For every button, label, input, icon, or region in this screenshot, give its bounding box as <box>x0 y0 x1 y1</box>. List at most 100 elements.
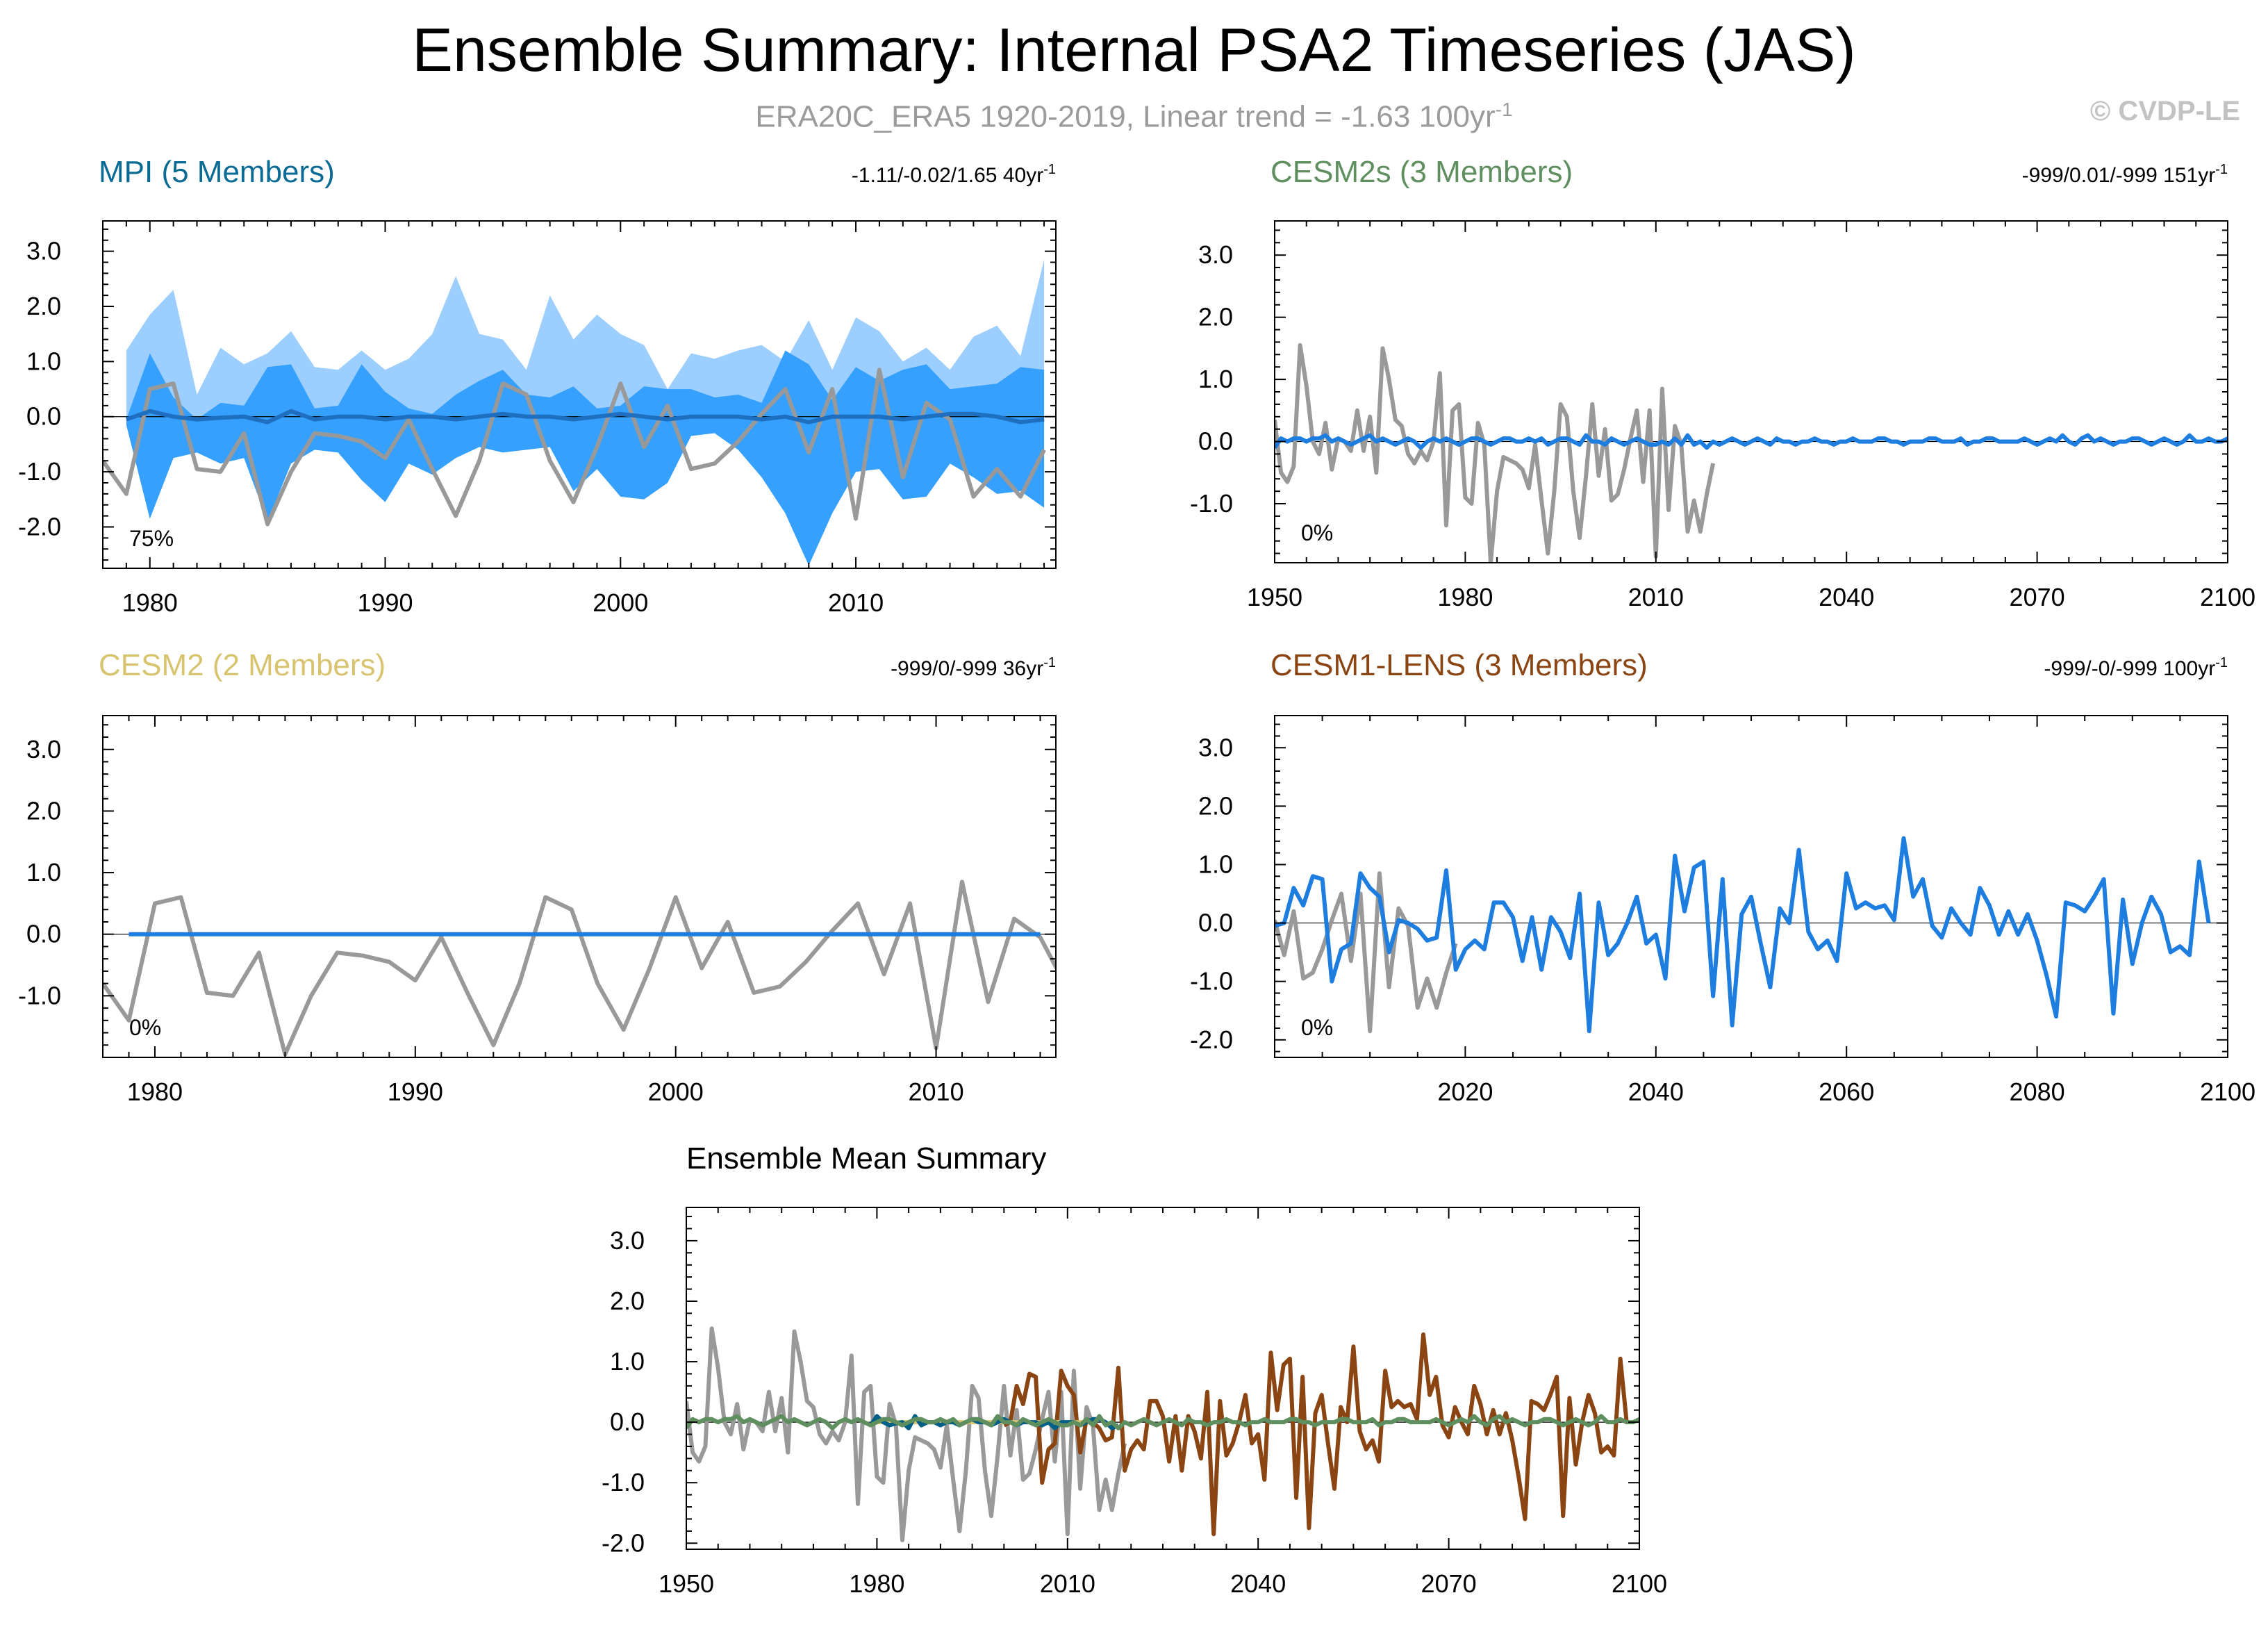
subtitle-superscript: -1 <box>1495 99 1513 120</box>
y-axis: 3.0 2.0 1.0 0.0 -1.0 -2.0 <box>18 228 1056 561</box>
y-tick-label: 1.0 <box>26 347 61 375</box>
y-tick-label: 0.0 <box>26 402 61 431</box>
chart-panel-cesm2: CESM2 (2 Members) -999/0/-999 36yr-1 1980 1… <box>18 648 1057 1106</box>
trend-label-text: -1.11/-0.02/1.65 40yr <box>852 164 1043 187</box>
x-tick-label: 2100 <box>2200 1078 2255 1106</box>
x-tick-label: 1980 <box>849 1569 904 1598</box>
series-line-observations <box>686 1326 1127 1542</box>
x-tick-label: 2070 <box>2010 583 2065 611</box>
series-line-ensemble-mean <box>1275 433 2228 450</box>
x-tick-label: 1950 <box>659 1569 714 1598</box>
y-tick-label: -1.0 <box>1190 967 1233 996</box>
x-tick-label: 2040 <box>1628 1078 1684 1106</box>
trend-label-text: -999/-0/-999 100yr <box>2044 657 2215 680</box>
y-tick-label: -1.0 <box>602 1468 645 1496</box>
spread-band-inner <box>126 350 1045 566</box>
y-tick-label: 3.0 <box>26 735 61 764</box>
y-tick-label: -1.0 <box>1190 489 1233 518</box>
y-tick-label: 1.0 <box>1198 850 1233 878</box>
series-line-cesm1-lens <box>1003 1332 1629 1537</box>
x-axis: 1980 1990 2000 2010 <box>102 716 1041 1106</box>
plot-area <box>103 259 1056 566</box>
percent-label: 0% <box>129 1015 161 1040</box>
chart-panel-mpi: MPI (5 Members) -1.11/-0.02/1.65 40yr-1 19… <box>18 155 1057 617</box>
chart-title: Ensemble Mean Summary <box>686 1141 1046 1175</box>
y-tick-label: 1.0 <box>610 1347 645 1376</box>
x-axis: 2020 2040 2060 2080 2100 <box>1274 716 2255 1106</box>
trend-label-superscript: -1 <box>2215 162 2228 177</box>
chart-title: MPI (5 Members) <box>99 155 335 189</box>
series-line-observations <box>103 368 1046 527</box>
y-tick-label: 0.0 <box>26 920 61 948</box>
y-tick-label: -2.0 <box>602 1528 645 1557</box>
x-tick-label: 2040 <box>1230 1569 1286 1598</box>
x-tick-label: 2100 <box>1612 1569 1667 1598</box>
x-tick-label: 2000 <box>593 588 648 617</box>
x-tick-label: 2060 <box>1819 1078 1874 1106</box>
cvdp-credit: © CVDP-LE <box>2089 96 2240 126</box>
figure-subtitle: ERA20C_ERA5 1920-2019, Linear trend = -1… <box>0 90 2268 137</box>
trend-label: -999/0.01/-999 151yr-1 <box>2022 162 2228 187</box>
y-tick-label: 2.0 <box>1198 791 1233 820</box>
trend-label-superscript: -1 <box>2215 655 2228 670</box>
plot-frame <box>102 715 1057 1058</box>
x-tick-label: 1980 <box>127 1078 183 1106</box>
trend-label: -999/-0/-999 100yr-1 <box>2044 655 2228 680</box>
y-tick-label: -1.0 <box>18 981 61 1009</box>
x-axis: 1950 1980 2010 2040 2070 2100 <box>659 1207 1667 1598</box>
y-tick-label: -2.0 <box>18 512 61 540</box>
x-tick-label: 2010 <box>1628 583 1684 611</box>
y-tick-label: 0.0 <box>1198 427 1233 456</box>
chart-panel-cesm2s: CESM2s (3 Members) -999/0.01/-999 151yr-1… <box>1190 155 2255 611</box>
y-tick-label: -2.0 <box>1190 1025 1233 1054</box>
trend-label-superscript: -1 <box>1043 655 1056 670</box>
y-tick-label: 1.0 <box>26 858 61 886</box>
y-axis: 3.0 2.0 1.0 0.0 -1.0 -2.0 <box>602 1216 1639 1557</box>
plot-frame <box>686 1207 1640 1550</box>
x-tick-label: 2020 <box>1437 1078 1493 1106</box>
y-tick-label: 3.0 <box>26 237 61 265</box>
series-line-cesm2s <box>686 1414 1639 1430</box>
y-tick-label: 2.0 <box>26 796 61 825</box>
x-tick-label: 1950 <box>1247 583 1302 611</box>
subtitle-text: ERA20C_ERA5 1920-2019, Linear trend = -1… <box>755 99 1496 134</box>
x-axis: 1950 1980 2010 2040 2070 2100 <box>1247 221 2255 611</box>
x-tick-label: 1990 <box>388 1078 443 1106</box>
y-axis: 3.0 2.0 1.0 0.0 -1.0 <box>1190 229 2228 554</box>
y-tick-label: 3.0 <box>1198 240 1233 269</box>
chart-panel-cesm1: CESM1-LENS (3 Members) -999/-0/-999 100yr… <box>1190 648 2255 1106</box>
y-tick-label: 2.0 <box>610 1287 645 1315</box>
series-line-observations <box>1275 343 1716 563</box>
x-tick-label: 1990 <box>357 588 413 617</box>
y-tick-label: -1.0 <box>18 457 61 486</box>
trend-label-superscript: -1 <box>1043 162 1056 177</box>
y-tick-label: 0.0 <box>610 1408 645 1436</box>
chart-title: CESM1-LENS (3 Members) <box>1270 648 1648 682</box>
plot-area <box>103 880 1056 1057</box>
figure-title: Ensemble Summary: Internal PSA2 Timeseri… <box>412 15 1856 84</box>
x-tick-label: 2080 <box>2010 1078 2065 1106</box>
y-tick-label: 2.0 <box>1198 303 1233 331</box>
y-tick-label: 3.0 <box>610 1226 645 1255</box>
x-tick-label: 1980 <box>122 588 178 617</box>
percent-label: 0% <box>1301 520 1333 545</box>
y-tick-label: 3.0 <box>1198 733 1233 761</box>
x-tick-label: 2010 <box>828 588 884 617</box>
y-tick-label: 1.0 <box>1198 365 1233 393</box>
x-tick-label: 2010 <box>909 1078 964 1106</box>
x-tick-label: 2070 <box>1421 1569 1477 1598</box>
y-tick-label: 0.0 <box>1198 909 1233 937</box>
percent-label: 75% <box>129 526 174 551</box>
trend-label: -1.11/-0.02/1.65 40yr-1 <box>852 162 1056 187</box>
trend-label-text: -999/0.01/-999 151yr <box>2022 164 2216 187</box>
series-line-observations <box>1275 871 1458 1034</box>
chart-panel-mean: Ensemble Mean Summary 1950 1980 2010 2040 207… <box>602 1141 1667 1598</box>
x-tick-label: 2040 <box>1819 583 1874 611</box>
trend-label-text: -999/0/-999 36yr <box>891 657 1043 680</box>
trend-label: -999/0/-999 36yr-1 <box>891 655 1056 680</box>
percent-label: 0% <box>1301 1015 1333 1040</box>
chart-title: CESM2 (2 Members) <box>99 648 386 682</box>
y-axis: 3.0 2.0 1.0 0.0 -1.0 <box>18 724 1056 1058</box>
